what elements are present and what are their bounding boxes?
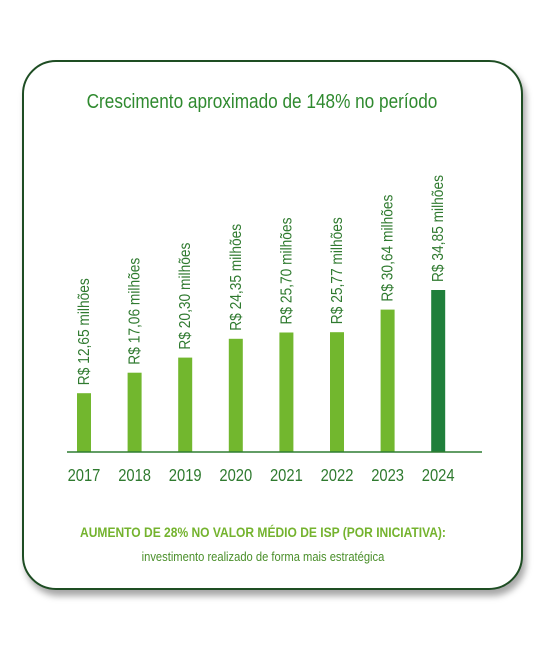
footer-headline: AUMENTO DE 28% NO VALOR MÉDIO DE ISP (PO… — [80, 524, 446, 540]
x-tick-label-2022: 2022 — [321, 466, 354, 486]
bar-2018 — [127, 372, 142, 452]
bar-2023 — [380, 309, 395, 452]
value-label-2024: R$ 34,85 milhões — [429, 175, 447, 282]
x-tick-label-2019: 2019 — [169, 466, 202, 486]
x-tick-label-2023: 2023 — [371, 466, 404, 486]
bars-group — [77, 290, 446, 452]
x-tick-label-2018: 2018 — [118, 466, 151, 486]
bar-2022 — [330, 332, 344, 452]
x-tick-label-2021: 2021 — [270, 466, 303, 486]
value-label-2019: R$ 20,30 milhões — [176, 243, 194, 350]
bar-2021 — [279, 332, 294, 452]
value-label-2023: R$ 30,64 milhões — [379, 195, 397, 302]
value-label-2017: R$ 12,65 milhões — [75, 278, 93, 385]
x-tick-label-2020: 2020 — [219, 466, 252, 486]
bar-2019 — [178, 357, 193, 452]
bar-2017 — [77, 393, 91, 452]
value-label-2018: R$ 17,06 milhões — [126, 258, 144, 365]
x-tick-label-2024: 2024 — [422, 466, 455, 486]
chart-title: Crescimento aproximado de 148% no períod… — [87, 90, 438, 113]
x-tick-labels: 2017 2018 2019 2020 2021 2022 2023 2024 — [68, 466, 455, 486]
bar-2020 — [228, 338, 243, 452]
bar-2024 — [431, 290, 446, 452]
value-label-2020: R$ 24,35 milhões — [227, 224, 245, 331]
value-label-2021: R$ 25,70 milhões — [277, 218, 295, 325]
value-label-2022: R$ 25,77 milhões — [328, 217, 346, 324]
x-tick-label-2017: 2017 — [68, 466, 101, 486]
value-labels: R$ 12,65 milhões R$ 17,06 milhões R$ 20,30… — [75, 175, 447, 385]
footer-subline: investimento realizado de forma mais est… — [142, 549, 385, 564]
